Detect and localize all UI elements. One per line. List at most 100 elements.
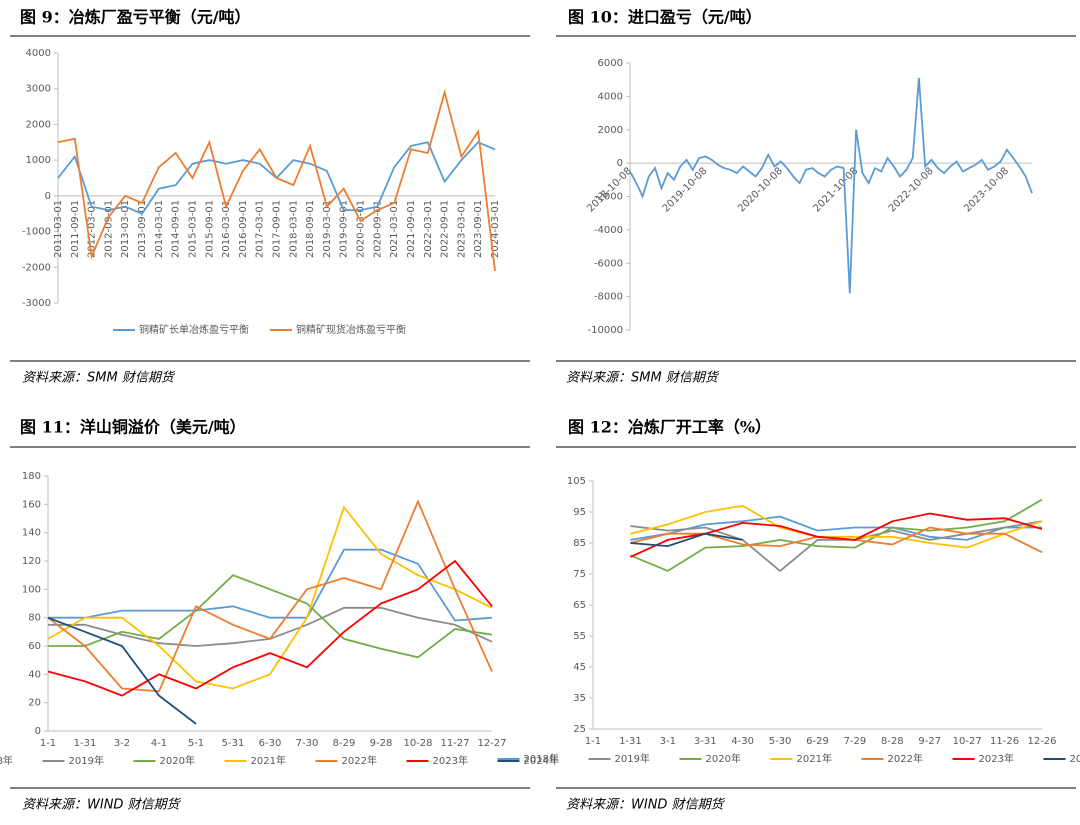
y-tick-label: 140 xyxy=(22,528,41,539)
y-tick-label: 75 xyxy=(573,569,586,580)
x-tick-label: 5-30 xyxy=(769,736,792,747)
legend-label: 2018年 xyxy=(0,754,13,767)
x-tick-label: 5-31 xyxy=(222,738,245,749)
x-tick-label: 2019-09-01 xyxy=(339,200,350,258)
x-tick-label: 2021-09-01 xyxy=(406,200,417,258)
x-tick-label: 3-2 xyxy=(114,738,130,749)
x-tick-label: 5-1 xyxy=(188,738,204,749)
x-tick-label: 2017-09-01 xyxy=(272,200,283,258)
x-tick-label: 2018-03-01 xyxy=(288,200,299,258)
x-tick-label: 2024-03-01 xyxy=(490,200,501,258)
y-tick-label: 20 xyxy=(28,698,41,709)
x-tick-label: 3-1 xyxy=(660,736,676,747)
x-tick-label: 4-1 xyxy=(151,738,167,749)
series-line xyxy=(630,515,1042,541)
x-tick-label: 9-28 xyxy=(370,738,393,749)
x-tick-label: 2022-03-01 xyxy=(423,200,434,258)
x-tick-label: 2021-03-01 xyxy=(389,200,400,258)
y-tick-label: 1000 xyxy=(26,155,51,166)
x-tick-label: 2015-03-01 xyxy=(187,200,198,258)
x-tick-label: 2020-09-01 xyxy=(372,200,383,258)
y-tick-label: 0 xyxy=(35,726,41,737)
x-tick-label: 2016-03-01 xyxy=(221,200,232,258)
y-tick-label: 4000 xyxy=(598,91,623,102)
series-line xyxy=(48,548,493,622)
figure-title: 图 11：洋山铜溢价（美元/吨） xyxy=(20,418,246,437)
x-tick-label: 6-30 xyxy=(259,738,282,749)
legend-label: 2024年 xyxy=(1070,752,1080,765)
legend-label: 2021年 xyxy=(797,752,832,765)
y-tick-label: 105 xyxy=(567,476,586,487)
legend-label: 2020年 xyxy=(160,754,195,767)
figure-title: 图 9：冶炼厂盈亏平衡（元/吨） xyxy=(20,8,251,27)
x-tick-label: 2016-09-01 xyxy=(238,200,249,258)
legend-label: 2018年 xyxy=(524,752,559,765)
figure-source: 资料来源：SMM 财信期货 xyxy=(566,371,720,386)
figure-title: 图 10：进口盈亏（元/吨） xyxy=(568,8,762,27)
y-tick-label: 55 xyxy=(573,631,586,642)
y-tick-label: -2000 xyxy=(22,262,51,273)
y-tick-label: 0 xyxy=(45,191,51,202)
y-tick-label: 180 xyxy=(22,471,41,482)
legend-label: 2023年 xyxy=(979,752,1014,765)
y-tick-label: -3000 xyxy=(22,298,51,309)
legend-label: 2020年 xyxy=(706,752,741,765)
y-tick-label: 160 xyxy=(22,499,41,510)
series-line xyxy=(630,520,1043,573)
x-tick-label: 10-28 xyxy=(403,738,432,749)
legend-label: 2021年 xyxy=(251,754,286,767)
x-tick-label: 2020-03-01 xyxy=(356,200,367,258)
x-tick-label: 2022-10-08 xyxy=(887,166,936,215)
x-tick-label: 2011-03-01 xyxy=(53,200,64,258)
y-tick-label: -6000 xyxy=(594,258,623,269)
figure-source: 资料来源：SMM 财信期货 xyxy=(22,371,176,386)
x-tick-label: 10-27 xyxy=(953,736,982,747)
y-tick-label: 80 xyxy=(28,613,41,624)
x-tick-label: 1-31 xyxy=(619,736,642,747)
x-tick-label: 2014-03-01 xyxy=(154,200,165,258)
y-tick-label: 60 xyxy=(28,641,41,652)
x-tick-label: 8-29 xyxy=(333,738,356,749)
legend-label: 2024年 xyxy=(524,754,559,767)
y-tick-label: 120 xyxy=(22,556,41,567)
x-tick-label: 2018-09-01 xyxy=(305,200,316,258)
x-tick-label: 2014-09-01 xyxy=(171,200,182,258)
legend-label: 铜精矿现货冶炼盈亏平衡 xyxy=(296,323,406,336)
x-tick-label: 3-31 xyxy=(694,736,717,747)
x-tick-label: 2012-09-01 xyxy=(103,200,114,258)
y-tick-label: 100 xyxy=(22,584,41,595)
x-tick-label: 2023-03-01 xyxy=(456,200,467,258)
figure-title: 图 12：冶炼厂开工率（%） xyxy=(568,418,771,437)
y-tick-label: -4000 xyxy=(594,225,623,236)
legend-label: 铜精矿长单冶炼盈亏平衡 xyxy=(139,323,249,336)
y-tick-label: 85 xyxy=(573,538,586,549)
x-tick-label: 2013-03-01 xyxy=(120,200,131,258)
x-tick-label: 2015-09-01 xyxy=(204,200,215,258)
x-tick-label: 2017-03-01 xyxy=(255,200,266,258)
x-tick-label: 1-1 xyxy=(40,738,56,749)
x-tick-label: 11-27 xyxy=(440,738,469,749)
y-tick-label: 40 xyxy=(28,669,41,680)
y-tick-label: 65 xyxy=(573,600,586,611)
x-tick-label: 1-1 xyxy=(585,736,601,747)
figure-source: 资料来源：WIND 财信期货 xyxy=(22,798,182,813)
legend-label: 2022年 xyxy=(888,752,923,765)
x-tick-label: 12-27 xyxy=(477,738,506,749)
y-tick-label: 0 xyxy=(617,158,623,169)
separators xyxy=(10,35,1076,789)
x-tick-label: 2012-03-01 xyxy=(87,200,98,258)
x-tick-label: 1-31 xyxy=(74,738,97,749)
legend-label: 2019年 xyxy=(69,754,104,767)
x-tick-label: 2011-09-01 xyxy=(70,200,81,258)
y-tick-label: -1000 xyxy=(22,227,51,238)
x-tick-label: 2023-09-01 xyxy=(473,200,484,258)
x-tick-label: 2018-10-08 xyxy=(585,166,634,215)
series-line xyxy=(47,616,197,725)
y-tick-label: -8000 xyxy=(594,292,623,303)
x-tick-label: 11-26 xyxy=(990,736,1019,747)
x-tick-label: 9-27 xyxy=(918,736,941,747)
series-line xyxy=(47,505,493,690)
y-tick-label: 4000 xyxy=(26,48,51,59)
y-tick-label: 2000 xyxy=(598,125,623,136)
